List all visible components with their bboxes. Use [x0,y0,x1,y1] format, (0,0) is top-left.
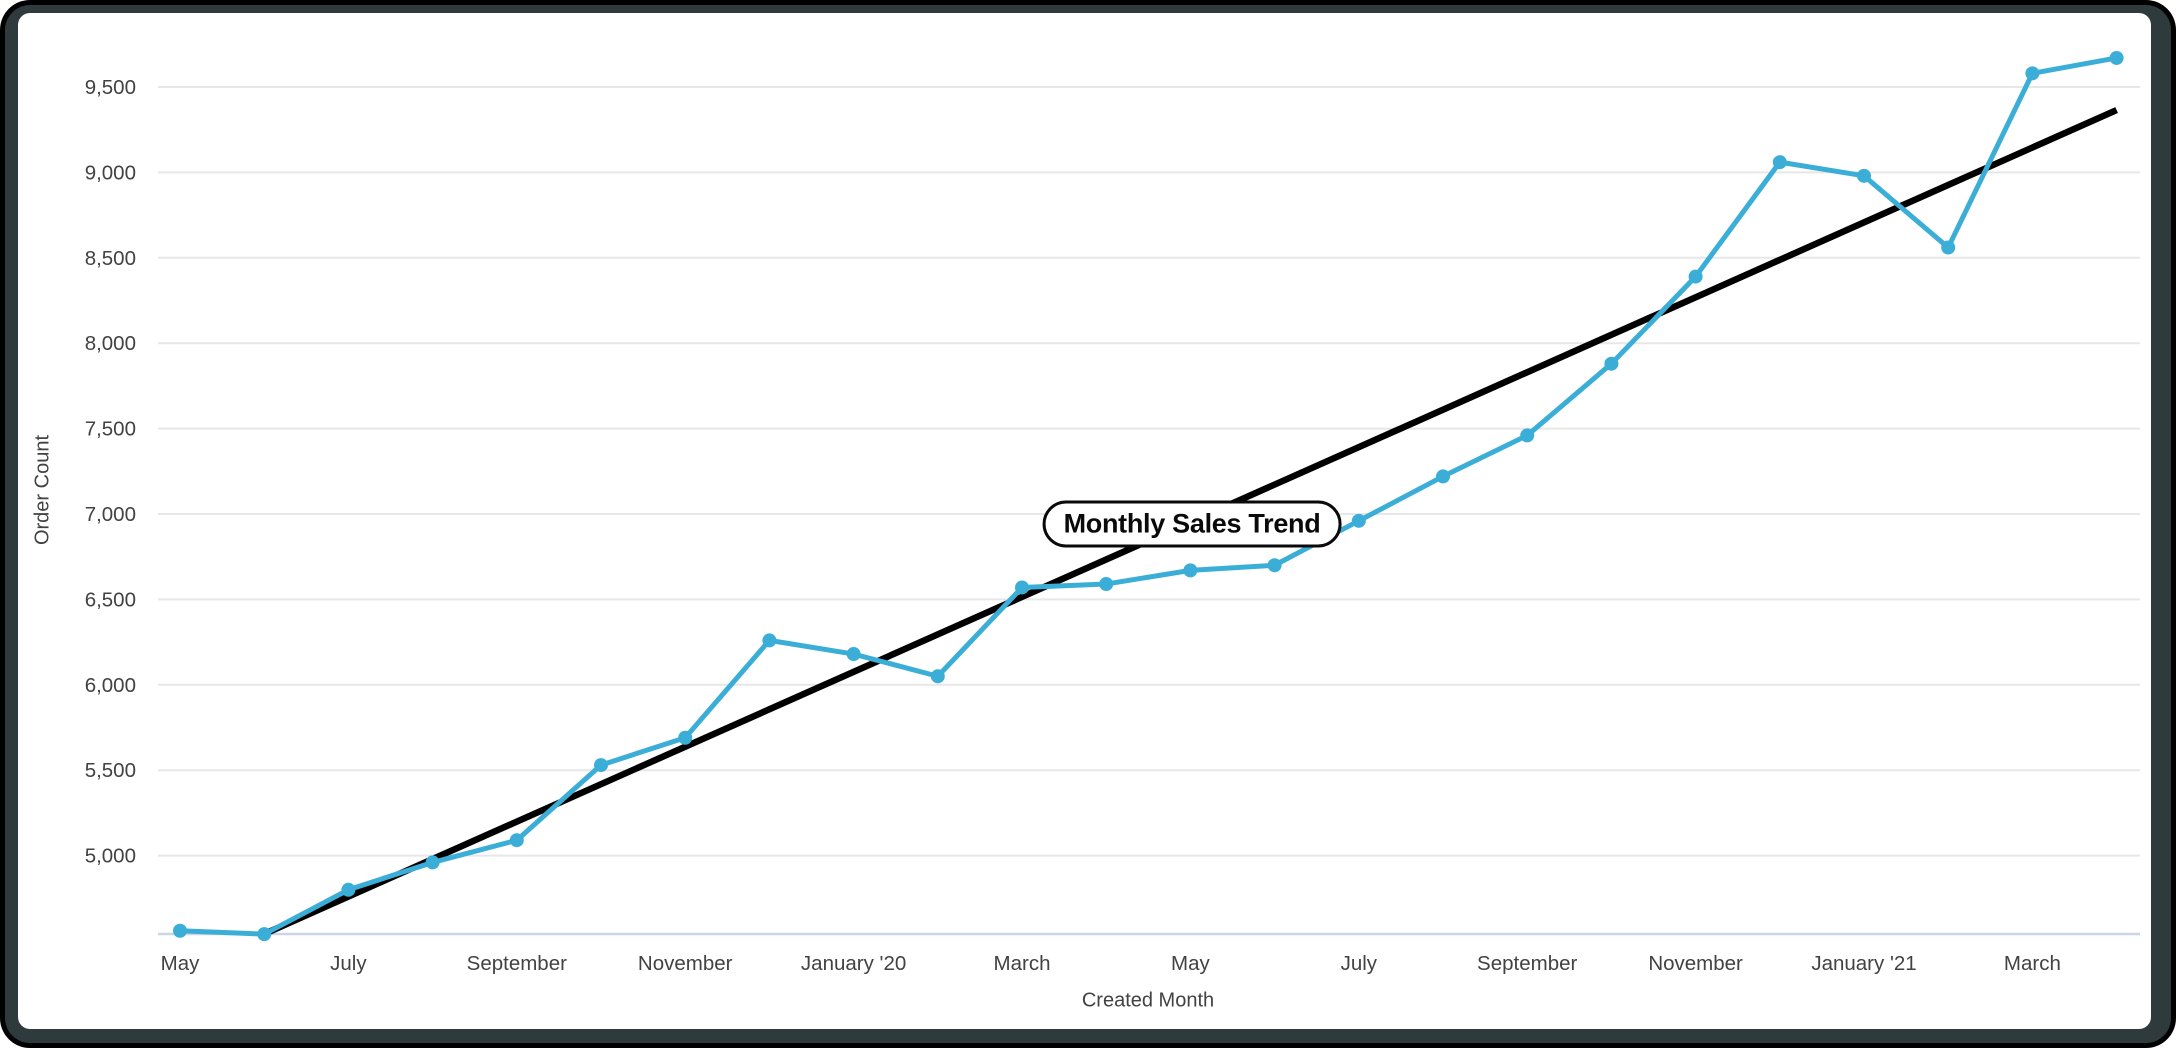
y-axis-title: Order Count [31,434,54,546]
data-point-marker[interactable] [1183,563,1198,578]
x-tick-label: May [161,952,200,975]
y-tick-label: 6,000 [85,674,136,697]
data-point-marker[interactable] [425,855,440,870]
data-point-marker[interactable] [1941,240,1956,255]
data-point-marker[interactable] [1857,168,1871,183]
data-point-marker[interactable] [1688,269,1703,284]
x-tick-label: September [1477,952,1577,975]
y-tick-label: 8,500 [85,247,136,270]
data-point-marker[interactable] [509,833,524,848]
trend-label-text: Monthly Sales Trend [1063,508,1321,539]
data-point-marker[interactable] [1604,356,1619,371]
x-tick-label: March [2004,952,2061,975]
y-tick-label: 7,000 [85,503,136,526]
data-point-marker[interactable] [762,633,777,648]
y-tick-label: 8,000 [85,332,136,355]
x-tick-label: March [994,952,1051,975]
data-point-marker[interactable] [846,647,861,662]
data-point-marker[interactable] [1267,558,1282,573]
y-tick-label: 7,500 [85,418,136,441]
data-point-marker[interactable] [1351,513,1366,528]
x-tick-label: July [330,952,367,975]
data-point-marker[interactable] [1436,469,1450,484]
x-axis-title: Created Month [1081,989,1215,1012]
data-point-marker[interactable] [594,758,608,773]
x-tick-label: May [1171,952,1210,975]
data-point-marker[interactable] [678,730,693,745]
x-tick-label: January '20 [801,952,906,975]
data-point-marker[interactable] [930,669,945,684]
data-point-marker[interactable] [173,923,187,938]
data-point-marker[interactable] [1099,577,1114,592]
x-tick-label: November [1648,952,1743,975]
x-tick-label: November [638,952,733,975]
data-point-marker[interactable] [1772,155,1787,170]
data-point-marker[interactable] [257,927,272,942]
y-tick-label: 6,500 [85,588,136,611]
y-tick-label: 9,000 [85,161,136,184]
x-tick-label: July [1341,952,1378,975]
y-tick-label: 5,500 [85,759,136,782]
data-point-marker[interactable] [1015,580,1029,595]
series-line [177,55,2120,937]
trend-label-pill: Monthly Sales Trend [1042,500,1342,548]
y-tick-label: 5,000 [85,845,136,868]
data-point-marker[interactable] [2109,50,2124,65]
x-tick-label: January '21 [1811,952,1916,975]
data-point-marker[interactable] [1520,428,1535,443]
x-tick-label: September [467,952,567,975]
data-point-marker[interactable] [341,882,356,897]
y-tick-label: 9,500 [85,76,136,99]
data-point-marker[interactable] [2025,66,2040,81]
